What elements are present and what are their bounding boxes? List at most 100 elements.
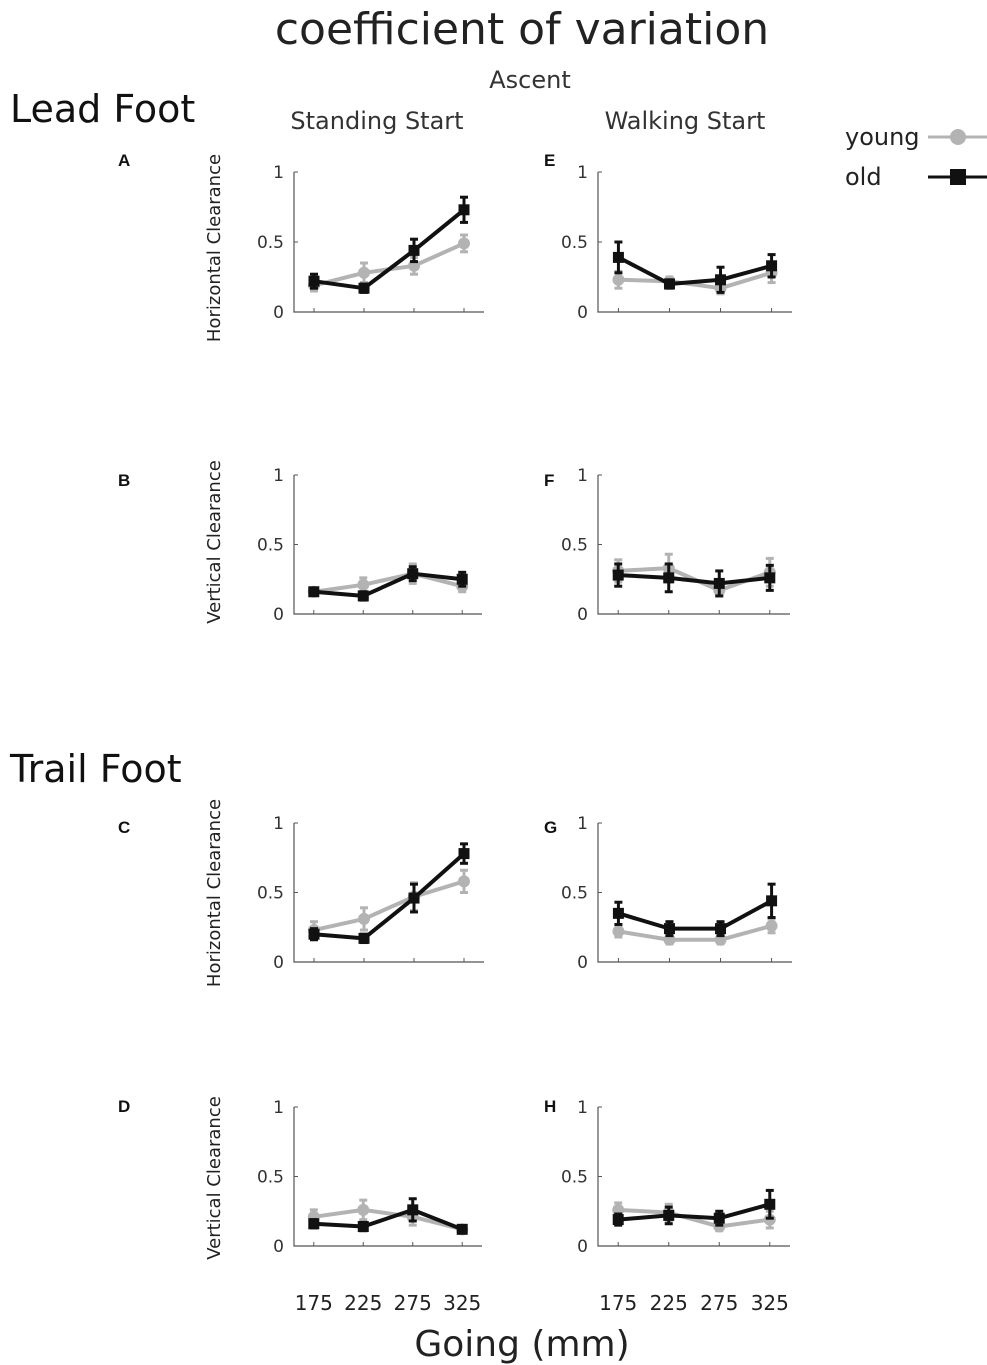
series-old-b: [308, 565, 468, 602]
series-line-young: [313, 879, 465, 932]
x-tick-label: 175: [295, 1291, 333, 1315]
x-tick-label: 225: [344, 1291, 382, 1315]
data-point-young: [612, 925, 625, 938]
y-tick-label: 0.5: [257, 884, 284, 904]
data-point-old: [612, 907, 624, 919]
data-point-old: [308, 1218, 320, 1230]
y-tick-label: 1: [577, 1098, 588, 1118]
panel-label-g: G: [544, 818, 557, 837]
data-point-old: [357, 1221, 369, 1233]
series-line-old: [617, 255, 773, 286]
legend-label-old: old: [845, 163, 882, 191]
series-line-old: [313, 1207, 463, 1232]
y-tick-label: 0: [577, 605, 588, 625]
legend: young old: [845, 123, 987, 191]
series-line-young: [618, 1207, 771, 1229]
data-point-old: [456, 1223, 468, 1235]
ylabel-panel-c: Horizontal Clearance: [204, 799, 225, 987]
data-point-old: [612, 569, 624, 581]
y-tick-label: 0.5: [561, 1168, 588, 1188]
series-line-young: [618, 270, 773, 291]
data-point-old: [713, 577, 725, 589]
data-point-old: [408, 892, 420, 904]
data-point-young: [458, 875, 470, 888]
data-point-old: [713, 1212, 725, 1224]
data-point-old: [766, 260, 778, 272]
data-point-old: [357, 590, 369, 602]
x-tick-label: 325: [443, 1291, 481, 1315]
series-old-c: [308, 842, 470, 945]
section-title-trail: Trail Foot: [9, 747, 182, 791]
panel-label-f: F: [544, 471, 554, 490]
y-tick-label: 1: [273, 1098, 284, 1118]
data-point-old: [715, 274, 727, 286]
series-old-d: [308, 1197, 468, 1235]
data-point-young: [357, 1203, 370, 1216]
series-line-young: [313, 241, 465, 288]
legend-marker-old: [950, 169, 966, 185]
x-axis-label: Going (mm): [414, 1324, 629, 1365]
series-old-g: [612, 882, 778, 938]
data-point-old: [458, 204, 470, 216]
data-point-old: [663, 923, 675, 935]
series-young-g: [612, 917, 778, 946]
panel-label-a: A: [118, 151, 130, 170]
x-tick-label: 275: [394, 1291, 432, 1315]
y-tick-label: 0.5: [257, 536, 284, 556]
panel-label-d: D: [118, 1097, 130, 1116]
data-point-old: [458, 848, 470, 860]
y-tick-label: 0: [273, 953, 284, 973]
axes-a: [293, 172, 484, 313]
data-point-old: [407, 1204, 419, 1216]
y-tick-label: 0.5: [257, 233, 284, 253]
data-point-old: [358, 282, 370, 294]
data-point-old: [308, 275, 320, 287]
y-tick-label: 1: [273, 466, 284, 486]
series-old-f: [612, 562, 776, 598]
y-tick-label: 0: [577, 303, 588, 323]
series-young-c: [308, 868, 470, 940]
y-tick-label: 0: [577, 953, 588, 973]
y-tick-label: 0: [273, 605, 284, 625]
series-line-old: [618, 1202, 771, 1222]
panel-label-e: E: [544, 151, 555, 170]
column-title-walking: Walking Start: [605, 107, 766, 135]
y-tick-label: 1: [577, 163, 588, 183]
data-point-old: [612, 251, 624, 263]
y-tick-label: 0: [577, 1237, 588, 1257]
y-tick-label: 0.5: [561, 536, 588, 556]
data-point-old: [764, 1198, 776, 1210]
x-tick-label: 175: [599, 1291, 637, 1315]
data-point-young: [358, 912, 370, 925]
data-point-old: [407, 568, 419, 580]
axes-h: [597, 1107, 790, 1247]
data-point-young: [612, 273, 625, 286]
ylabel-panel-a: Horizontal Clearance: [204, 154, 225, 342]
section-title-lead: Lead Foot: [10, 87, 195, 131]
x-tick-label: 225: [650, 1291, 688, 1315]
y-tick-label: 0: [273, 1237, 284, 1257]
data-point-young: [458, 237, 470, 250]
panel-label-b: B: [118, 471, 130, 490]
panel-b: B 0 0.5 1: [118, 466, 482, 625]
y-tick-label: 0: [273, 303, 284, 323]
series-old-h: [612, 1188, 776, 1227]
panel-label-c: C: [118, 818, 130, 837]
figure-title: coefficient of variation: [275, 4, 769, 55]
series-line-old: [618, 573, 771, 586]
series-old-e: [612, 240, 778, 294]
panel-c: C 0 0.5 1: [118, 814, 484, 973]
data-point-old: [766, 895, 778, 907]
y-tick-label: 1: [577, 814, 588, 834]
series-line-young: [618, 923, 773, 942]
axes-f: [597, 475, 790, 615]
data-point-old: [663, 572, 675, 584]
panel-h: H 0 0.5 1 175 225 275 325: [544, 1097, 790, 1315]
panel-label-h: H: [544, 1097, 556, 1116]
panel-f: F 0 0.5 1: [544, 466, 790, 625]
data-point-young: [765, 919, 778, 932]
figure-subtitle: Ascent: [489, 66, 571, 94]
data-point-old: [308, 928, 320, 940]
data-point-old: [456, 573, 468, 585]
